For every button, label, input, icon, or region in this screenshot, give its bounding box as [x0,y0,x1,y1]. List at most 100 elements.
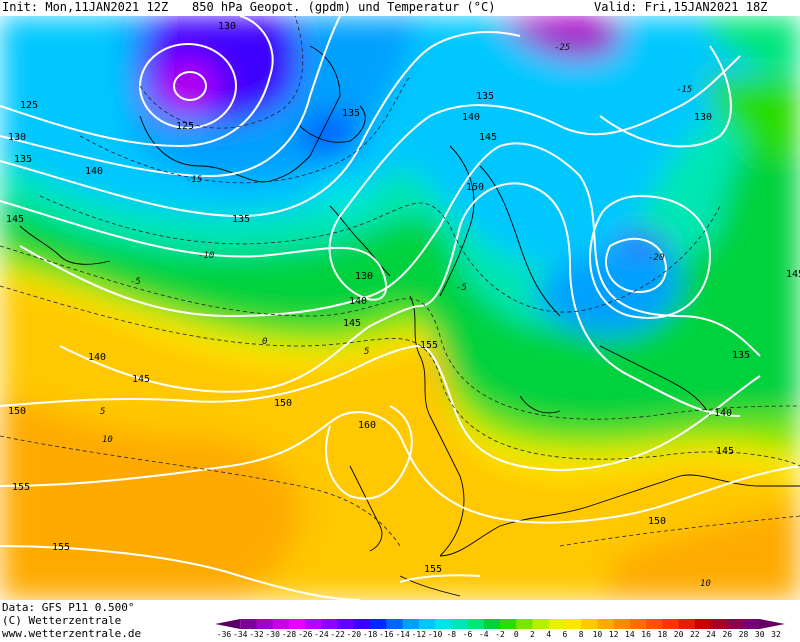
color-scale-tick-label: 24 [706,630,716,639]
color-scale-tick-label: -28 [281,630,297,639]
geopot-label-130-left: 130 [8,132,26,143]
color-scale-swatch [694,619,712,629]
color-scale-swatch [483,619,501,629]
color-scale-swatch [711,619,728,629]
color-scale-tick-label: 6 [562,630,568,639]
geopot-label-145-sw: 145 [132,374,150,385]
color-scale-swatch [467,619,485,629]
temperature-field [0,16,800,600]
color-scale-tick-label: -36 [216,630,232,639]
geopot-label-155-sw: 155 [12,482,30,493]
temp-labels: -15 -10 -5 0 5 10 -25 -15 -20 10 -5 5 [100,43,711,589]
geopot-label-150-se: 150 [648,516,666,527]
geopot-label-145-north: 145 [479,132,497,143]
color-scale-tick-label: 4 [546,630,552,639]
weather-map: 130 125 125 130 135 140 145 135 135 135 … [0,16,800,600]
geopot-label-135-mid: 135 [232,214,250,225]
color-scale-swatch [353,619,371,629]
geopot-label-140-sw: 140 [88,352,106,363]
temp-label-0: 0 [262,337,267,347]
valid-time: Valid: Fri,15JAN2021 18Z [594,0,768,14]
website-link[interactable]: www.wetterzentrale.de [2,627,142,640]
color-scale-bar [215,619,785,629]
color-scale-tick-label: 10 [592,630,603,639]
contour-labels: 130 125 125 130 135 140 145 135 135 135 … [6,21,800,575]
geopot-label-155-s2: 155 [424,564,442,575]
geopotential-contours [0,16,800,600]
geopot-label-150-sw: 150 [8,406,26,417]
color-scale-tick-label: -6 [462,630,473,639]
temp-label-m10: -10 [198,251,214,261]
color-scale-tick-label: 0 [513,630,519,639]
color-scale-swatch [662,619,680,629]
color-scale-swatch [727,619,745,629]
color-scale-tick-label: 28 [738,630,749,639]
color-scale-swatch [386,619,404,629]
geopot-label-145-mid: 145 [343,318,361,329]
geopot-label-145-se: 145 [716,446,734,457]
geopot-label-140-left: 140 [85,166,103,177]
color-scale-tick-label: -26 [297,630,313,639]
color-scale-tick-label: 26 [722,630,733,639]
color-scale-swatch [256,619,274,629]
geopot-label-125-center: 125 [176,121,194,132]
color-scale-swatch [548,619,566,629]
color-scale-tick-label: 14 [625,630,635,639]
chart-title: 850 hPa Geopot. (gpdm) und Temperatur (°… [192,0,496,14]
geopot-label-130-top: 130 [218,21,236,32]
geopot-label-145-far-e: 145 [786,269,800,280]
color-scale-swatch [451,619,469,629]
color-scale-swatch [743,619,761,629]
color-scale-tick-label: -12 [411,630,427,639]
color-scale-tick-label: -16 [379,630,394,639]
color-scale-swatch [337,619,355,629]
color-scale-tick-label: 2 [530,630,535,639]
geopot-label-135-north: 135 [342,108,360,119]
color-scale-tick-label: -22 [330,630,345,639]
coastlines [19,45,800,597]
color-scale-tick-label: 16 [641,630,651,639]
color-scale-swatch [272,619,290,629]
color-scale-tick-label: 22 [689,630,700,639]
geopot-label-125-left: 125 [20,100,38,111]
geopot-label-140-north: 140 [462,112,480,123]
geopot-label-135-left: 135 [14,154,32,165]
geopot-label-150-north: 150 [466,182,484,193]
geopot-label-140-e: 140 [714,408,732,419]
color-scale-swatch [613,619,631,629]
geopot-label-150-mid: 150 [274,398,292,409]
color-scale-swatch [516,619,533,629]
color-scale-swatch [759,619,785,629]
geopot-label-130-mid: 130 [355,271,373,282]
color-scale-tick-label: -32 [249,630,264,639]
temp-label-m25: -25 [554,43,570,53]
geopot-label-160-mid: 160 [358,420,376,431]
color-scale-swatch [240,619,257,629]
color-scale-tick-label: 12 [608,630,619,639]
color-scale-tick-label: -30 [265,630,280,639]
color-scale-tick-label: -10 [427,630,443,639]
color-scale-swatch [215,619,241,629]
color-scale-swatch [581,619,598,629]
header-bar: Init: Mon,11JAN2021 12Z 850 hPa Geopot. … [0,0,800,16]
color-scale-tick-label: -8 [446,630,457,639]
geopot-label-155-s: 155 [52,542,70,553]
color-scale-tick-label: 32 [771,630,781,639]
color-scale-swatch [629,619,647,629]
color-scale-tick-label: 20 [673,630,684,639]
map-canvas: 130 125 125 130 135 140 145 135 135 135 … [0,16,800,600]
temp-label-m5: -5 [130,277,141,287]
color-scale-swatch [678,619,696,629]
color-scale-tick-label: 8 [578,630,584,639]
color-scale-tick-label: -18 [362,630,378,639]
temp-label-10: 10 [102,435,113,445]
temp-label-m15-e: -15 [676,85,692,95]
temperature-contours [0,16,800,547]
temp-label-m5-c: -5 [456,283,467,293]
color-scale-labels: -36 -34 -32 -30 -28 -26 -24 -22 -20 -18 -16 -14 -12-… [217,630,781,642]
color-scale-tick-label: 30 [754,630,765,639]
init-time: Init: Mon,11JAN2021 12Z [2,0,169,14]
color-scale-swatch [305,619,322,629]
temp-label-m20-e: -20 [648,253,664,263]
geopot-label-140-mid: 140 [349,296,367,307]
